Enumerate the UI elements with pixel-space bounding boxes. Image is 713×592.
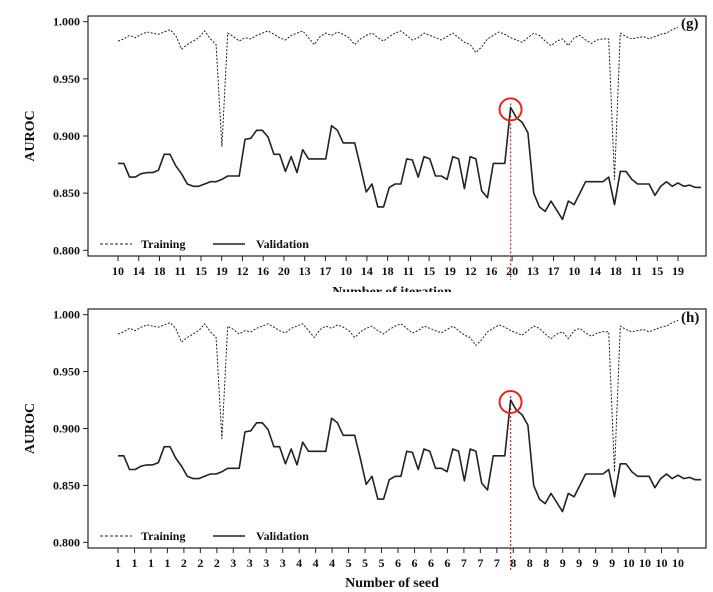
x-tick-label: 19 [672, 264, 684, 278]
x-tick-label: 10 [623, 556, 635, 570]
y-tick-label: 0.950 [53, 365, 80, 379]
x-tick-label: 15 [651, 264, 663, 278]
x-tick-label: 17 [319, 264, 331, 278]
x-tick-label: 10 [639, 556, 651, 570]
x-tick-label: 1 [131, 556, 137, 570]
x-tick-label: 3 [280, 556, 286, 570]
x-tick-label: 19 [444, 264, 456, 278]
x-tick-label: 6 [395, 556, 401, 570]
x-tick-label: 1 [164, 556, 170, 570]
x-tick-label: 10 [112, 264, 124, 278]
x-tick-label: 14 [361, 264, 373, 278]
x-tick-label: 18 [153, 264, 165, 278]
y-tick-label: 0.850 [53, 478, 80, 492]
chart-panel-g: 0.800 0.850 0.900 0.950 1.000 10 14 18 11 15 19 12 1… [23, 15, 707, 292]
x-tick-label: 14 [133, 264, 145, 278]
x-tick-label: 17 [548, 264, 560, 278]
x-tick-label: 16 [485, 264, 497, 278]
x-tick-label: 4 [313, 556, 319, 570]
x-axis-title: Number of iteration [332, 285, 452, 292]
x-tick-label: 7 [494, 556, 500, 570]
y-tick-label: 0.800 [53, 535, 80, 549]
y-tick-label: 1.000 [53, 308, 80, 322]
x-tick-label: 20 [506, 264, 518, 278]
highlight-circle [498, 97, 523, 122]
x-tick-label: 6 [444, 556, 450, 570]
x-tick-label: 10 [340, 264, 352, 278]
x-tick-label: 10 [672, 556, 684, 570]
x-tick-label: 7 [461, 556, 467, 570]
legend-label-training: Training [141, 529, 185, 543]
x-tick-label: 1 [115, 556, 121, 570]
highlight-circle [498, 390, 523, 415]
x-tick-label: 6 [428, 556, 434, 570]
x-tick-label: 3 [263, 556, 269, 570]
x-tick-label: 9 [593, 556, 599, 570]
x-tick-label: 3 [230, 556, 236, 570]
x-tick-label: 9 [609, 556, 615, 570]
y-axis-title: AUROC [23, 110, 38, 161]
x-tick-label: 16 [257, 264, 269, 278]
legend-label-training: Training [141, 237, 185, 251]
x-tick-label: 18 [610, 264, 622, 278]
y-tick-label: 0.950 [53, 72, 80, 86]
x-tick-label: 2 [214, 556, 220, 570]
x-tick-label: 6 [411, 556, 417, 570]
x-tick-label: 20 [278, 264, 290, 278]
x-tick-label: 18 [382, 264, 394, 278]
x-tick-label: 11 [631, 264, 642, 278]
y-tick-label: 0.900 [53, 422, 80, 436]
x-tick-label: 13 [299, 264, 311, 278]
legend-label-validation: Validation [256, 529, 309, 543]
x-axis-title: Number of seed [345, 576, 439, 591]
x-tick-label: 14 [589, 264, 601, 278]
y-tick-label: 1.000 [53, 15, 80, 29]
x-tick-label: 10 [568, 264, 580, 278]
x-tick-label: 15 [423, 264, 435, 278]
y-axis-title: AUROC [23, 403, 38, 454]
x-tick-label: 4 [329, 556, 335, 570]
x-tick-label: 10 [656, 556, 668, 570]
x-tick-label: 2 [197, 556, 203, 570]
y-tick-label: 0.900 [53, 129, 80, 143]
x-tick-label: 5 [346, 556, 352, 570]
x-tick-label: 8 [527, 556, 533, 570]
y-tick-label: 0.800 [53, 243, 80, 257]
panel-label: (h) [681, 310, 699, 326]
x-tick-label: 15 [195, 264, 207, 278]
x-tick-label: 13 [527, 264, 539, 278]
x-tick-label: 7 [477, 556, 483, 570]
legend-label-validation: Validation [256, 237, 309, 251]
x-tick-label: 9 [560, 556, 566, 570]
x-tick-label: 8 [510, 556, 516, 570]
series-line-validation [118, 106, 702, 221]
x-tick-label: 12 [465, 264, 477, 278]
x-tick-label: 19 [216, 264, 228, 278]
x-tick-label: 5 [362, 556, 368, 570]
series-line-training [117, 319, 679, 473]
x-tick-label: 5 [379, 556, 385, 570]
x-tick-label: 4 [296, 556, 302, 570]
x-tick-label: 1 [148, 556, 154, 570]
x-tick-label: 2 [181, 556, 187, 570]
x-tick-label: 8 [543, 556, 549, 570]
panel-label: (g) [681, 16, 699, 32]
x-tick-label: 3 [247, 556, 253, 570]
x-tick-label: 9 [576, 556, 582, 570]
series-line-training [117, 26, 679, 180]
x-tick-label: 11 [403, 264, 414, 278]
plot-frame [87, 15, 707, 257]
x-tick-label: 11 [175, 264, 186, 278]
x-tick-label: 12 [236, 264, 248, 278]
y-tick-label: 0.850 [53, 186, 80, 200]
series-line-validation [118, 399, 702, 513]
plot-frame [87, 308, 707, 549]
